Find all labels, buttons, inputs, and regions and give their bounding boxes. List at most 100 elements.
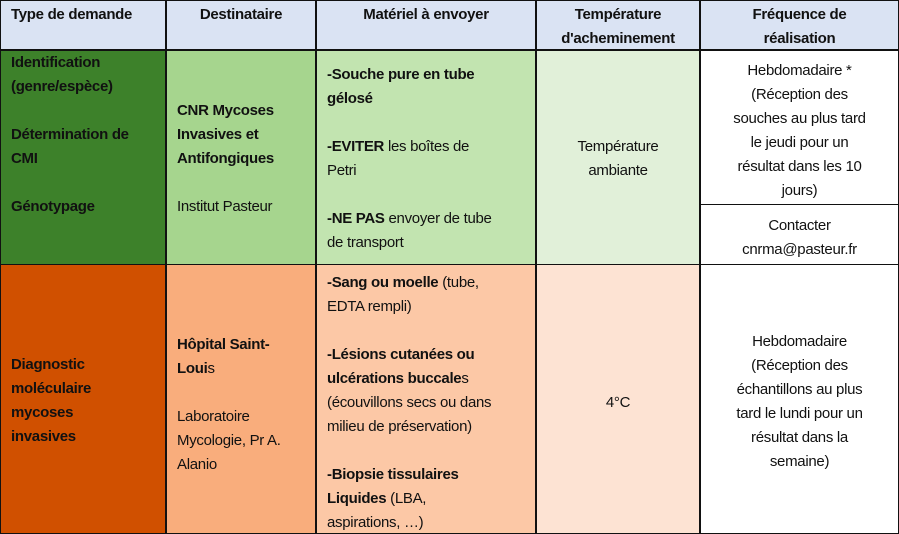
cell-text: -Souche pure en tube [327, 66, 475, 83]
cell-text: échantillons au plus [736, 381, 863, 398]
cell-line: -Lésions cutanées ou [317, 343, 535, 367]
cell-line: Identification [1, 51, 165, 75]
cell-text: Loui [177, 360, 208, 377]
cell-line: Matériel à envoyer [317, 3, 535, 27]
cell-destinataire: Hôpital Saint- Louis Laboratoire Mycologie… [166, 264, 316, 534]
cell-temperature: Température ambiante [536, 50, 700, 265]
cell-text: Hebdomadaire [752, 333, 847, 350]
cell-line: CMI [1, 147, 165, 171]
cell-text: d'acheminement [561, 30, 675, 47]
cell-text: (genre/espèce) [11, 78, 113, 95]
cell-line: ambiante [537, 159, 699, 183]
cell-text: -Lésions cutanées ou [327, 346, 475, 363]
cell-text: ulcérations buccale [327, 370, 462, 387]
cell-text: Identification [11, 54, 101, 71]
cell-text: EDTA rempli) [327, 298, 412, 315]
cell-text: Hebdomadaire * [747, 62, 852, 79]
cell-text: mycoses [11, 404, 74, 421]
cell-line: échantillons au plus [701, 378, 898, 402]
cell-text: Institut Pasteur [177, 198, 273, 215]
cell-line: -Souche pure en tube [317, 63, 535, 87]
cell-text: CNR Mycoses [177, 102, 274, 119]
cell-line: Température [537, 3, 699, 27]
cell-line: Fréquence de [701, 3, 898, 27]
cell-line [317, 319, 535, 343]
cell-line: Petri [317, 159, 535, 183]
cell-materiel: -Souche pure en tube gélosé -EVITER les bo… [316, 50, 536, 265]
cell-text: Invasives et [177, 126, 259, 143]
cell-materiel: -Sang ou moelle (tube, EDTA rempli) -Lésio… [316, 264, 536, 534]
cell-line: Destinataire [167, 3, 315, 27]
cell-text: réalisation [763, 30, 836, 47]
cell-text: moléculaire [11, 380, 92, 397]
cell-line: CNR Mycoses [167, 99, 315, 123]
header-materiel: Matériel à envoyer [316, 0, 536, 50]
cell-text: aspirations, …) [327, 514, 424, 531]
cell-text: résultat dans les 10 [737, 158, 862, 175]
cell-line: Hebdomadaire * [701, 59, 898, 83]
cell-text: s [207, 360, 215, 377]
cell-line: de transport [317, 231, 535, 255]
cell-temperature: 4°C [536, 264, 700, 534]
cell-text: Laboratoire [177, 408, 250, 425]
cell-text: Antifongiques [177, 150, 274, 167]
cell-line: gélosé [317, 87, 535, 111]
cell-text: (LBA, [386, 490, 427, 507]
cell-text: (Réception des [751, 86, 848, 103]
cell-text: -Biopsie tissulaires [327, 466, 459, 483]
cell-frequence: Hebdomadaire (Réception des échantillons a… [700, 264, 899, 534]
cell-line [1, 99, 165, 123]
cell-text: souches au plus tard [733, 110, 866, 127]
cell-text: résultat dans la [751, 429, 848, 446]
cell-text: 4°C [605, 394, 631, 411]
cell-line: (écouvillons secs ou dans [317, 391, 535, 415]
cell-text: Type de demande [11, 6, 133, 23]
cell-line: Détermination de [1, 123, 165, 147]
cell-line: ulcérations buccales [317, 367, 535, 391]
cell-text: ambiante [588, 162, 648, 179]
cell-line: (genre/espèce) [1, 75, 165, 99]
cell-line: Température [537, 135, 699, 159]
cell-line: Contacter [701, 214, 898, 238]
cell-text: les boîtes de [384, 138, 470, 155]
cell-text: Hôpital Saint- [177, 336, 270, 353]
cell-line: Alanio [167, 453, 315, 477]
cell-contact: Contacter cnrma@pasteur.fr [700, 204, 899, 265]
cell-text: Température [574, 6, 662, 23]
cell-text: (écouvillons secs ou dans [327, 394, 492, 411]
cell-line [1, 171, 165, 195]
cell-line: Laboratoire [167, 405, 315, 429]
cell-text: -NE PAS [327, 210, 385, 227]
cell-text: Liquides [327, 490, 387, 507]
cell-line: Louis [167, 357, 315, 381]
cell-line: 4°C [537, 391, 699, 415]
cell-line: Invasives et [167, 123, 315, 147]
cell-text: de transport [327, 234, 404, 251]
cell-text: invasives [11, 428, 76, 445]
cell-text: Alanio [177, 456, 217, 473]
cell-line: moléculaire [1, 377, 165, 401]
header-frequence: Fréquence de réalisation [700, 0, 899, 50]
cell-line [317, 183, 535, 207]
cell-text: (Réception des [751, 357, 848, 374]
cell-line [167, 381, 315, 405]
cell-text: Mycologie, Pr A. [177, 432, 281, 449]
cell-line: -Biopsie tissulaires [317, 463, 535, 487]
cell-line: résultat dans les 10 [701, 155, 898, 179]
cell-text: CMI [11, 150, 38, 167]
header-destinataire: Destinataire [166, 0, 316, 50]
cell-text[interactable]: cnrma@pasteur.fr [742, 241, 857, 258]
header-type-demande: Type de demande [0, 0, 166, 50]
cell-line: milieu de préservation) [317, 415, 535, 439]
cell-line: Mycologie, Pr A. [167, 429, 315, 453]
cell-line: d'acheminement [537, 27, 699, 51]
cell-line: -EVITER les boîtes de [317, 135, 535, 159]
cell-line [317, 439, 535, 463]
cell-text: gélosé [327, 90, 373, 107]
cell-text: -EVITER [327, 138, 385, 155]
cell-line: (Réception des [701, 83, 898, 107]
cell-text: tard le lundi pour un [736, 405, 863, 422]
cell-text: -Sang ou moelle [327, 274, 439, 291]
cell-text: envoyer de tube [384, 210, 492, 227]
cell-text: semaine) [769, 453, 830, 470]
